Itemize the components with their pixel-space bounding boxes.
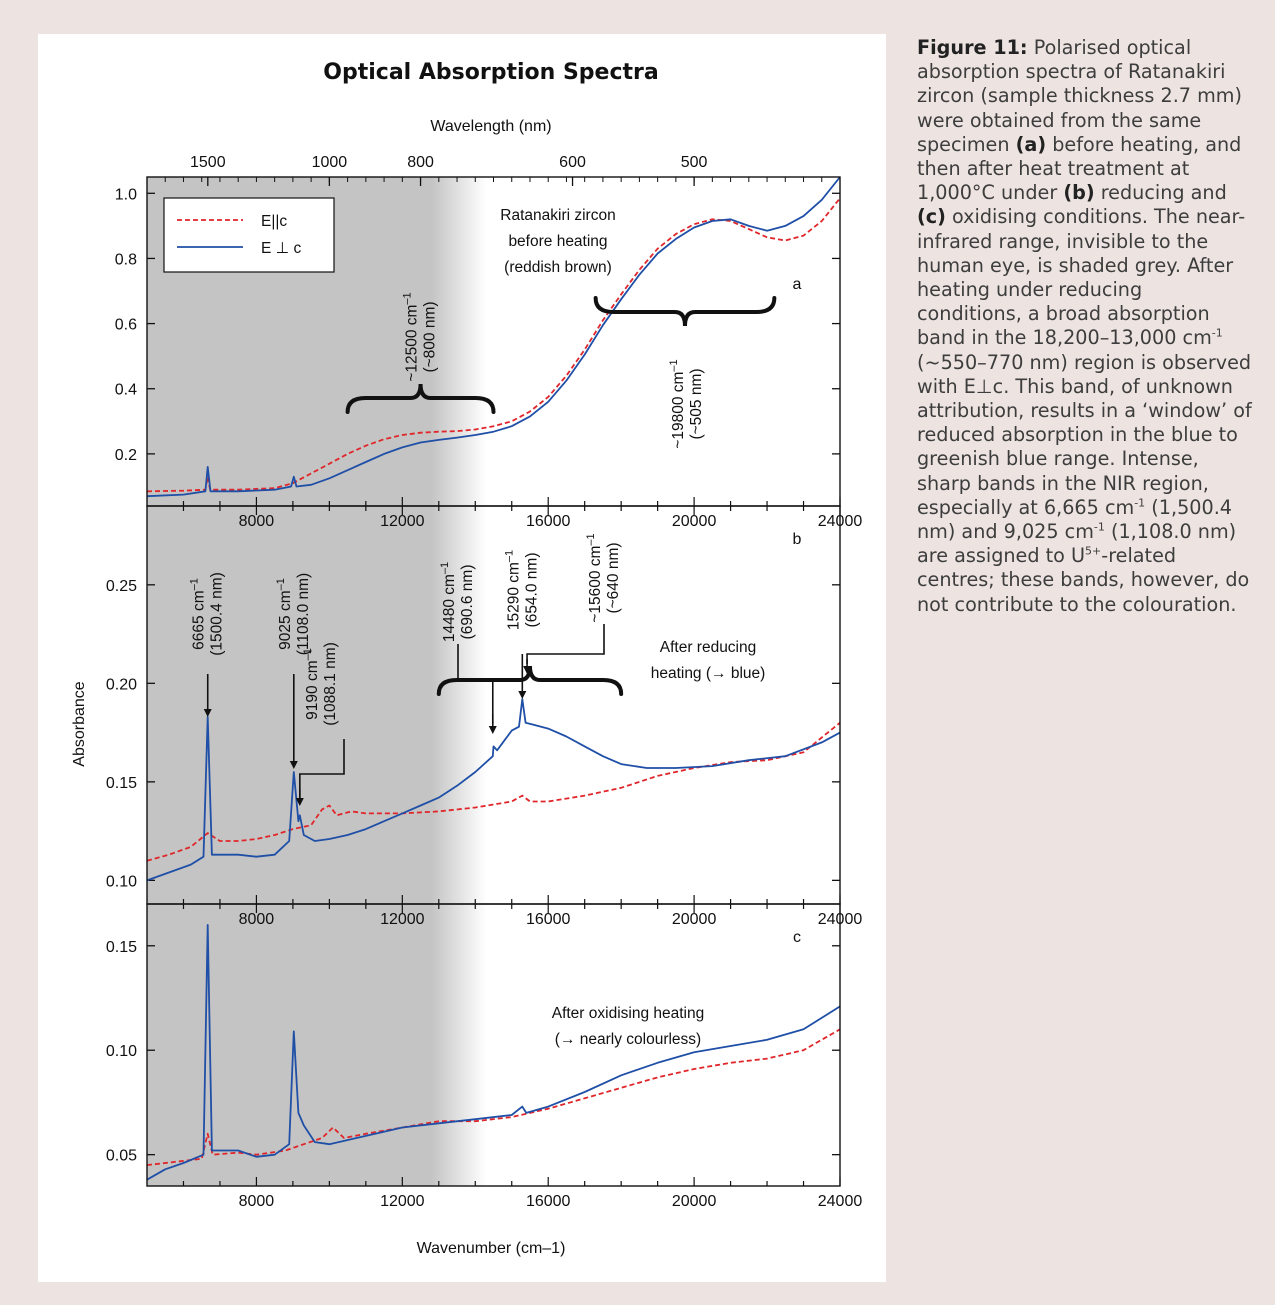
caption-sup2: -1 [1134, 496, 1145, 509]
legend-label: E||c [261, 213, 287, 230]
x-tick-label: 16000 [526, 513, 571, 530]
panel-note: before heating [508, 233, 607, 250]
arrow-15290-head [518, 691, 526, 699]
top-axis-tick-label: 600 [559, 154, 586, 171]
x-tick-label: 8000 [239, 911, 275, 928]
y-tick-label: 0.10 [106, 873, 137, 890]
annotation-12500: ~12500 cm–1(~800 nm) [402, 292, 439, 381]
annotation-text: (1500.4 nm) [209, 572, 226, 656]
brace-19800 [596, 298, 775, 326]
y-axis-label: Absorbance [71, 681, 88, 766]
y-tick-label: 1.0 [115, 186, 137, 203]
caption-reducing: reducing and [1101, 181, 1227, 204]
annotation-text: ~19800 cm–1 [668, 359, 687, 448]
y-tick-label: 0.25 [106, 578, 137, 595]
x-tick-label: 20000 [672, 513, 717, 530]
figure-panel: Optical Absorption Spectra Wavelength (n… [38, 34, 886, 1282]
x-tick-label: 24000 [818, 1193, 863, 1210]
caption-sup4: 5+ [1085, 545, 1101, 558]
leader-15600 [527, 624, 604, 664]
y-tick-label: 0.15 [106, 775, 137, 792]
annotation-text: (1108.0 nm) [295, 573, 312, 655]
arrow-14480-head [489, 726, 497, 734]
x-tick-label: 8000 [239, 1193, 275, 1210]
x-tick-label: 12000 [380, 911, 425, 928]
panel-note: After oxidising heating [552, 1005, 705, 1022]
y-tick-label: 0.05 [106, 1148, 137, 1165]
panel-note: (reddish brown) [504, 259, 612, 276]
y-tick-label: 0.4 [115, 382, 137, 399]
annotation-text: (~640 nm) [605, 542, 622, 613]
panel-label: b [793, 531, 802, 548]
caption-sup1: -1 [1212, 327, 1223, 340]
x-tick-label: 16000 [526, 911, 571, 928]
y-tick-label: 0.2 [115, 447, 137, 464]
panel-label: a [793, 276, 802, 293]
y-tick-label: 0.6 [115, 317, 137, 334]
y-tick-label: 0.20 [106, 676, 137, 693]
legend: E||c E ⊥ c [164, 198, 334, 272]
y-tick-label: 0.10 [106, 1043, 137, 1060]
top-axis-tick-label: 800 [407, 154, 434, 171]
top-axis-tick-label: 1000 [312, 154, 348, 171]
caption-rest2: (~550–770 nm) region is observed with E⊥… [917, 351, 1252, 519]
figure-caption: Figure 11: Polarised optical absorption … [917, 36, 1252, 617]
chart-title: Optical Absorption Spectra [323, 60, 658, 85]
absorption-chart: Optical Absorption Spectra Wavelength (n… [38, 34, 886, 1282]
top-axis-tick-label: 500 [681, 154, 708, 171]
panel-note: (→ nearly colourless) [555, 1031, 701, 1048]
annotation-text: 15290 cm–1 [503, 550, 522, 630]
legend-box [164, 198, 334, 272]
caption-sup3: -1 [1094, 521, 1105, 534]
caption-a: (a) [1016, 133, 1047, 156]
x-axis-label: Wavenumber (cm–1) [417, 1240, 566, 1257]
annotation-text: (~800 nm) [422, 301, 439, 372]
x-tick-label: 8000 [239, 513, 275, 530]
top-axis-label: Wavelength (nm) [430, 118, 551, 135]
top-axis-tick-label: 1500 [190, 154, 226, 171]
annotation-15600: ~15600 cm–1(~640 nm) [585, 533, 622, 622]
y-tick-label: 0.15 [106, 939, 137, 956]
x-tick-label: 20000 [672, 911, 717, 928]
x-tick-label: 12000 [380, 1193, 425, 1210]
annotation-19800: ~19800 cm–1(~505 nm) [668, 359, 705, 448]
annotation-text: ~12500 cm–1 [402, 292, 421, 381]
caption-b: (b) [1063, 181, 1094, 204]
annotation-text: (~505 nm) [688, 368, 705, 439]
panel-note: heating (→ blue) [651, 665, 766, 682]
annotation-text: (1088.1 nm) [322, 642, 339, 726]
x-tick-label: 20000 [672, 1193, 717, 1210]
caption-c: (c) [917, 205, 946, 228]
caption-label: Figure 11: [917, 36, 1028, 59]
panel-label: c [793, 929, 801, 946]
annotation-text: (690.6 nm) [459, 565, 476, 640]
caption-rest1: oxidising conditions. The near-infrared … [917, 205, 1245, 349]
panel-note: After reducing [660, 639, 757, 656]
annotation-text: ~15600 cm–1 [585, 533, 604, 622]
plot-layer: 1500 1000 800 600 500 0.2 0.4 0.6 0.8 1.0 8000 1200… [106, 154, 862, 1210]
panel-note: Ratanakiri zircon [500, 207, 615, 224]
nir-shaded-region [147, 177, 431, 1186]
annotation-15290: 15290 cm–1 (654.0 nm) [503, 550, 540, 630]
legend-label: E ⊥ c [261, 240, 301, 257]
y-tick-label: 0.8 [115, 251, 137, 268]
annotation-text: (654.0 nm) [523, 553, 540, 628]
x-tick-label: 16000 [526, 1193, 571, 1210]
x-tick-label: 12000 [380, 513, 425, 530]
